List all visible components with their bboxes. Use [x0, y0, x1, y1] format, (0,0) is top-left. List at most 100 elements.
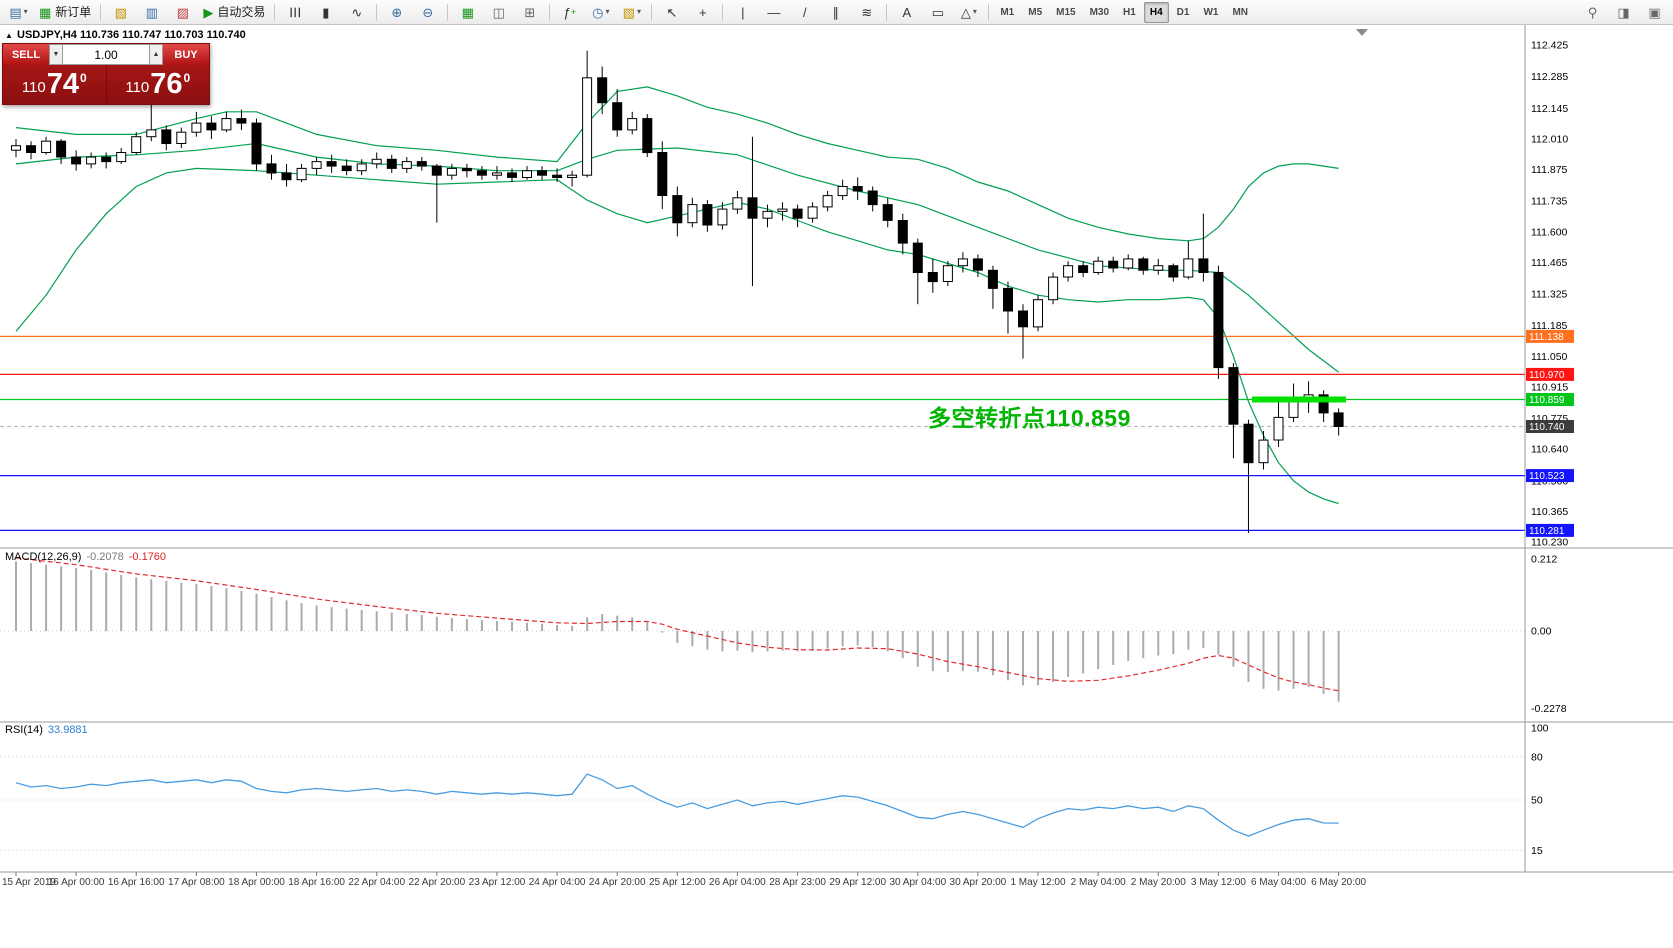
market-watch-button[interactable]: ▥: [137, 1, 166, 24]
time-axis-label: 15 Apr 2019: [2, 877, 56, 888]
candle-body: [1213, 272, 1224, 369]
candle-body: [837, 186, 848, 197]
toolbox-panel-button[interactable]: ◨: [1609, 1, 1638, 24]
timeframe-button-m1[interactable]: M1: [1000, 6, 1015, 18]
candle-body: [1093, 260, 1104, 274]
time-axis-label: 22 Apr 04:00: [348, 877, 405, 888]
candle-body: [356, 163, 367, 172]
text-label-button[interactable]: ▭: [923, 1, 952, 24]
timeframe-button-m5[interactable]: M5: [1028, 6, 1043, 18]
sell-button[interactable]: SELL: [3, 44, 49, 65]
macd-tick-label: 0.00: [1531, 626, 1552, 638]
autotrading-button[interactable]: ▶ 自动交易: [199, 1, 269, 24]
symbol-ohlc-title: USDJPY,H4 110.736 110.747 110.703 110.74…: [17, 29, 246, 41]
timeframe-button-w1[interactable]: W1: [1203, 6, 1219, 18]
price-tick-label: 111.875: [1531, 164, 1568, 176]
trendline-button[interactable]: /: [790, 1, 819, 24]
candle-body: [371, 158, 382, 165]
text-icon: A: [902, 4, 912, 20]
timeframe-button-h4[interactable]: H4: [1143, 1, 1169, 23]
templates-button[interactable]: ▧ ▾: [617, 1, 646, 24]
buy-button[interactable]: BUY: [163, 44, 209, 65]
candle-body: [431, 165, 442, 176]
search-icon: ⚲: [1587, 4, 1598, 20]
candle-body: [146, 129, 157, 138]
candle-body: [867, 190, 878, 206]
fibonacci-button[interactable]: ≋: [852, 1, 881, 24]
volume-field-wrap: [63, 44, 149, 65]
search-button[interactable]: ⚲: [1578, 1, 1607, 24]
bar-chart-button[interactable]: ☰: [280, 1, 309, 24]
zoom-out-button[interactable]: ⊖: [413, 1, 442, 24]
profiles-icon: ▧: [114, 4, 127, 20]
autotrading-play-icon: ▶: [203, 4, 214, 20]
volume-step-down-button[interactable]: ▼: [49, 44, 63, 65]
crosshair-button[interactable]: +: [688, 1, 717, 24]
chevron-down-icon: ▾: [23, 7, 28, 16]
candlestick-chart-button[interactable]: ▮: [311, 1, 340, 24]
candle-body: [1108, 260, 1119, 269]
time-axis-label: 16 Apr 16:00: [108, 877, 165, 888]
periods-button[interactable]: ◷ ▾: [586, 1, 615, 24]
cursor-button[interactable]: ↖: [657, 1, 686, 24]
candle-body: [1078, 265, 1089, 274]
buy-price-display[interactable]: 110 76 0: [106, 65, 209, 104]
vertical-line-button[interactable]: |: [728, 1, 757, 24]
sell-price-fraction: 0: [80, 71, 87, 85]
macd-signal-line: [15, 557, 1339, 692]
sell-price-base: 110: [21, 79, 46, 96]
one-click-price-row: 110 74 0 110 76 0: [3, 65, 209, 104]
trendline-icon: /: [803, 4, 807, 20]
grid-button[interactable]: ▦: [453, 1, 482, 24]
chart-shift-marker[interactable]: [1356, 29, 1368, 36]
horizontal-line-button[interactable]: —: [759, 1, 788, 24]
candle-body: [386, 158, 397, 169]
new-order-button[interactable]: ▦ 新订单: [35, 1, 95, 24]
toolbar-right-group: ⚲ ◨ ▣: [1577, 1, 1670, 24]
tile-windows-button[interactable]: ◫: [484, 1, 513, 24]
macd-main-value: -0.2078: [86, 551, 124, 563]
candle-body: [281, 172, 292, 181]
timeframe-button-m30[interactable]: M30: [1089, 6, 1110, 18]
quote-panel-collapse-icon[interactable]: ▲: [5, 31, 13, 40]
tile-windows-icon: ◫: [492, 4, 505, 20]
candle-body: [642, 118, 653, 154]
candle-body: [206, 122, 217, 131]
channel-button[interactable]: ∥: [821, 1, 850, 24]
horizontal-line-icon: —: [767, 4, 781, 20]
timeframe-button-m15[interactable]: M15: [1056, 6, 1076, 18]
candle-body: [1033, 299, 1043, 328]
zoom-in-button[interactable]: ⊕: [382, 1, 411, 24]
candle-body: [1273, 416, 1284, 441]
zoom-in-icon: ⊕: [391, 4, 403, 20]
new-chart-button[interactable]: ▤ ▾: [4, 1, 33, 24]
time-axis-label: 6 May 20:00: [1311, 877, 1366, 888]
candle-body: [882, 204, 893, 221]
toolbar-separator: [100, 3, 102, 21]
layout-panel-button[interactable]: ▣: [1640, 1, 1669, 24]
timeframe-button-mn[interactable]: MN: [1232, 6, 1248, 18]
shapes-button[interactable]: △ ▾: [954, 1, 983, 24]
time-axis-label: 17 Apr 08:00: [168, 877, 225, 888]
cascade-windows-button[interactable]: ⊞: [515, 1, 544, 24]
sell-price-display[interactable]: 110 74 0: [3, 65, 107, 104]
toolbar-separator: [722, 3, 724, 21]
text-button[interactable]: A: [892, 1, 921, 24]
profiles-button[interactable]: ▧: [106, 1, 135, 24]
grid-icon: ▦: [461, 4, 474, 20]
price-axis-badge: [1526, 367, 1574, 381]
cascade-windows-icon: ⊞: [524, 4, 536, 20]
time-axis-label: 2 May 20:00: [1131, 877, 1186, 888]
line-chart-button[interactable]: ∿: [342, 1, 371, 24]
volume-step-up-button[interactable]: ▲: [149, 44, 163, 65]
price-axis-badge-label: 110.970: [1529, 370, 1565, 381]
candle-body: [191, 122, 202, 133]
indicators-button[interactable]: ƒ +: [555, 1, 584, 24]
pivot-highlight-segment[interactable]: [1252, 396, 1346, 403]
timeframe-button-h1[interactable]: H1: [1123, 6, 1136, 18]
timeframe-button-d1[interactable]: D1: [1176, 6, 1190, 18]
volume-input[interactable]: [74, 46, 138, 63]
candle-body: [311, 161, 322, 169]
navigator-button[interactable]: ▨: [168, 1, 197, 24]
